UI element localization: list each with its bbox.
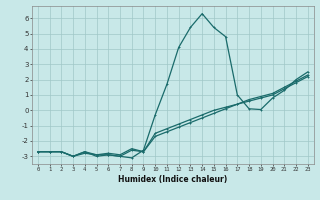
X-axis label: Humidex (Indice chaleur): Humidex (Indice chaleur) [118,175,228,184]
